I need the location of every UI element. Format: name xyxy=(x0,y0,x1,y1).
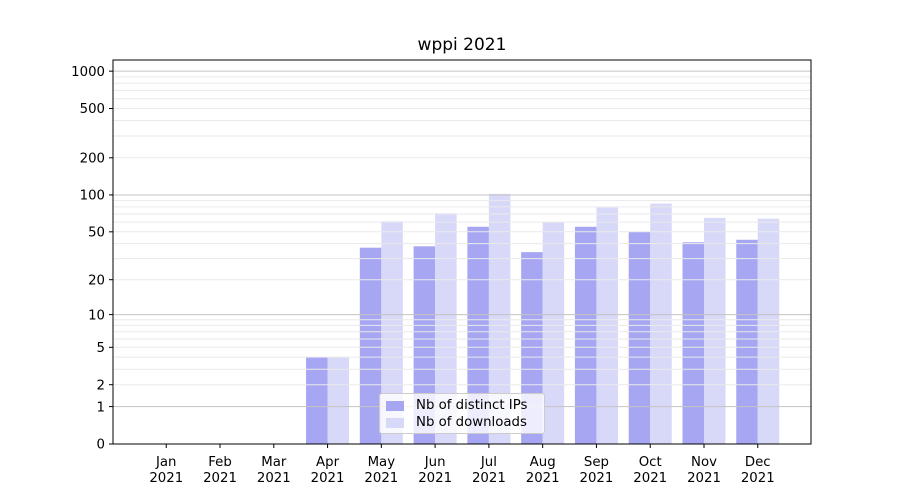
x-tick-label-year: 2021 xyxy=(687,471,721,486)
x-tick-label-year: 2021 xyxy=(364,471,398,486)
x-tick-label-year: 2021 xyxy=(311,471,345,486)
chart-legend: Nb of distinct IPs Nb of downloads xyxy=(379,393,545,434)
bar-downloads xyxy=(703,217,726,444)
legend-item-distinct-ips: Nb of distinct IPs xyxy=(386,397,544,414)
legend-label-distinct-ips: Nb of distinct IPs xyxy=(416,398,528,413)
bar-downloads xyxy=(435,213,457,444)
x-tick-label-year: 2021 xyxy=(203,471,237,486)
bar-downloads xyxy=(488,193,511,444)
x-tick-label-month: Feb xyxy=(208,455,232,470)
x-tick-label-year: 2021 xyxy=(741,471,775,486)
x-tick-label-month: Oct xyxy=(639,455,662,470)
x-tick-label-month: Apr xyxy=(316,455,340,470)
bar-distinct-ips xyxy=(574,226,597,444)
x-tick-label-month: Dec xyxy=(745,455,771,470)
x-tick-label-month: Jul xyxy=(480,455,497,470)
bar-downloads xyxy=(327,357,350,444)
y-tick-label: 200 xyxy=(80,152,105,167)
y-tick-label: 2 xyxy=(97,378,105,393)
legend-swatch-downloads xyxy=(386,417,404,428)
x-tick-label-year: 2021 xyxy=(472,471,506,486)
y-tick-label: 50 xyxy=(88,226,105,241)
x-tick-label-month: Mar xyxy=(261,455,287,470)
x-tick-label-year: 2021 xyxy=(526,471,560,486)
y-tick-label: 1 xyxy=(97,400,105,415)
x-tick-label-month: Jan xyxy=(155,455,177,470)
x-tick-label-year: 2021 xyxy=(633,471,667,486)
y-tick-label: 20 xyxy=(88,273,105,288)
x-tick-label-month: Aug xyxy=(530,455,556,470)
x-tick-label-month: Nov xyxy=(691,455,717,470)
x-tick-label-year: 2021 xyxy=(257,471,291,486)
bar-downloads xyxy=(542,222,565,444)
legend-label-downloads: Nb of downloads xyxy=(416,415,527,430)
x-tick-label-month: Jun xyxy=(424,455,446,470)
bar-distinct-ips xyxy=(628,231,651,444)
y-tick-label: 10 xyxy=(88,308,105,323)
bar-distinct-ips xyxy=(682,242,704,444)
bar-distinct-ips xyxy=(467,226,489,444)
legend-item-downloads: Nb of downloads xyxy=(386,414,544,431)
bar-distinct-ips xyxy=(736,239,758,444)
chart-title: wppi 2021 xyxy=(417,35,507,55)
y-tick-label: 5 xyxy=(97,341,105,356)
x-tick-label-month: May xyxy=(368,455,396,470)
y-tick-label: 500 xyxy=(80,102,105,117)
bar-distinct-ips xyxy=(306,357,328,444)
bar-distinct-ips xyxy=(359,247,382,444)
x-tick-label-month: Sep xyxy=(584,455,609,470)
y-tick-label: 100 xyxy=(80,189,105,204)
bar-downloads xyxy=(381,221,403,444)
x-tick-label-year: 2021 xyxy=(149,471,183,486)
y-tick-label: 1000 xyxy=(71,65,105,80)
x-tick-label-year: 2021 xyxy=(580,471,614,486)
legend-swatch-distinct-ips xyxy=(386,400,404,411)
x-tick-label-year: 2021 xyxy=(418,471,452,486)
plot-border xyxy=(112,59,812,445)
y-tick-label: 0 xyxy=(97,438,105,453)
bar-downloads xyxy=(650,203,672,444)
